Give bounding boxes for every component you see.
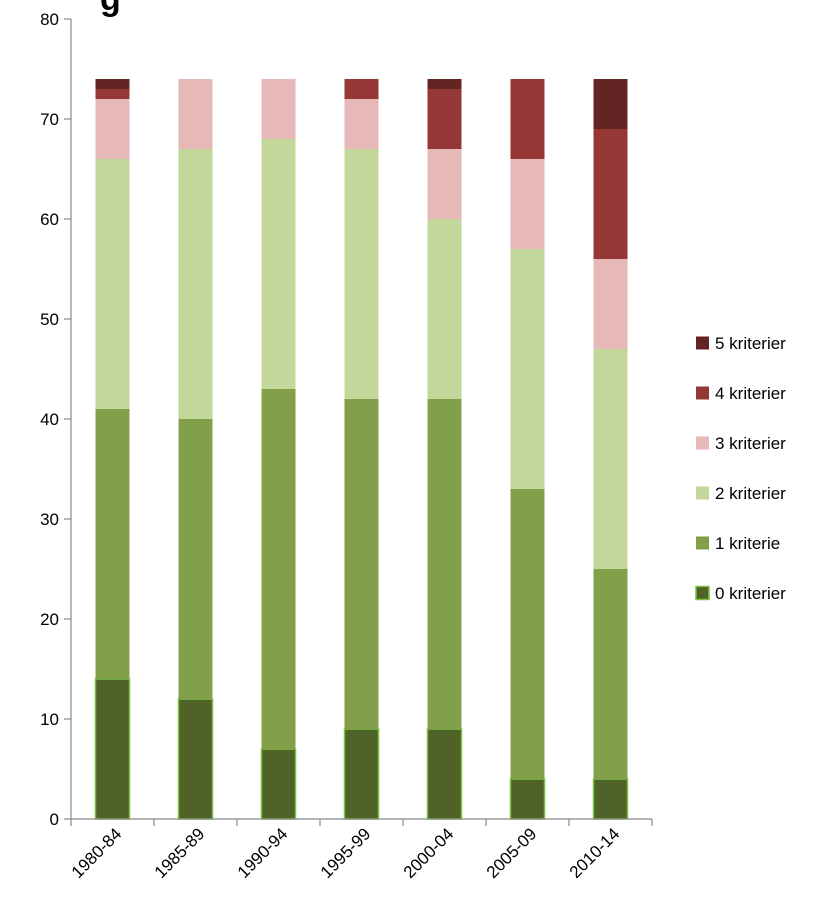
legend-label: 2 kriterier xyxy=(715,484,786,503)
x-tick-label: 2005-09 xyxy=(483,824,541,882)
bar-segment xyxy=(261,79,296,139)
y-tick-label: 50 xyxy=(40,310,59,329)
legend-swatch xyxy=(696,386,709,400)
legend-label: 5 kriterier xyxy=(715,334,786,353)
bar-segment xyxy=(427,149,462,219)
y-tick-label: 0 xyxy=(50,810,59,829)
bar-segment xyxy=(593,129,628,259)
bar-segment xyxy=(510,489,545,779)
x-tick-label: 2000-04 xyxy=(400,824,458,882)
bar-segment xyxy=(509,778,546,820)
bar-segment xyxy=(343,728,380,820)
legend-swatch xyxy=(696,436,709,450)
legend-label: 4 kriterier xyxy=(715,384,786,403)
bar-segment xyxy=(178,79,213,149)
y-tick-label: 10 xyxy=(40,710,59,729)
legend-label: 3 kriterier xyxy=(715,434,786,453)
legend-swatch xyxy=(696,536,709,550)
bar-segment xyxy=(178,419,213,699)
bar-segment xyxy=(427,89,462,149)
bar-segment xyxy=(178,149,213,419)
y-tick-label: 20 xyxy=(40,610,59,629)
bar-segment xyxy=(94,678,131,820)
bar-segment xyxy=(344,79,379,99)
bar-segment xyxy=(427,399,462,729)
bar-segment xyxy=(426,728,463,820)
bar-segment xyxy=(510,159,545,249)
bar-segment xyxy=(593,259,628,349)
bar-segment xyxy=(593,569,628,779)
bar-segment xyxy=(261,139,296,389)
bar-segment xyxy=(593,79,628,129)
chart-title-fragment: g xyxy=(100,0,121,18)
bar-segment xyxy=(95,89,130,99)
bar-segment xyxy=(427,79,462,89)
x-tick-label: 1995-99 xyxy=(317,824,375,882)
y-tick-label: 60 xyxy=(40,210,59,229)
bar-segment xyxy=(344,99,379,149)
bar-segment xyxy=(95,79,130,89)
bar-segment xyxy=(95,159,130,409)
legend-swatch xyxy=(696,336,709,350)
x-tick-label: 1985-89 xyxy=(151,824,209,882)
bar-segment xyxy=(592,778,629,820)
bar-segment xyxy=(261,389,296,749)
x-tick-label: 1980-84 xyxy=(68,824,126,882)
legend-swatch xyxy=(695,585,710,601)
bar-segment xyxy=(510,249,545,489)
y-tick-label: 30 xyxy=(40,510,59,529)
bars-layer xyxy=(94,79,629,820)
x-tick-label: 1990-94 xyxy=(234,824,292,882)
legend: 5 kriterier 4 kriterier 3 kriterier 2 krite… xyxy=(695,334,786,603)
bar-segment xyxy=(593,349,628,569)
bar-segment xyxy=(177,698,214,820)
bar-segment xyxy=(95,409,130,679)
bar-segment xyxy=(344,149,379,399)
legend-swatch xyxy=(696,486,709,500)
legend-label: 1 kriterie xyxy=(715,534,780,553)
y-tick-label: 70 xyxy=(40,110,59,129)
y-tick-label: 80 xyxy=(40,10,59,29)
bar-segment xyxy=(260,748,297,820)
bar-segment xyxy=(510,79,545,159)
bar-segment xyxy=(427,219,462,399)
bar-segment xyxy=(95,99,130,159)
y-tick-label: 40 xyxy=(40,410,59,429)
x-tick-label: 2010-14 xyxy=(566,824,624,882)
legend-label: 0 kriterier xyxy=(715,584,786,603)
bar-segment xyxy=(344,399,379,729)
